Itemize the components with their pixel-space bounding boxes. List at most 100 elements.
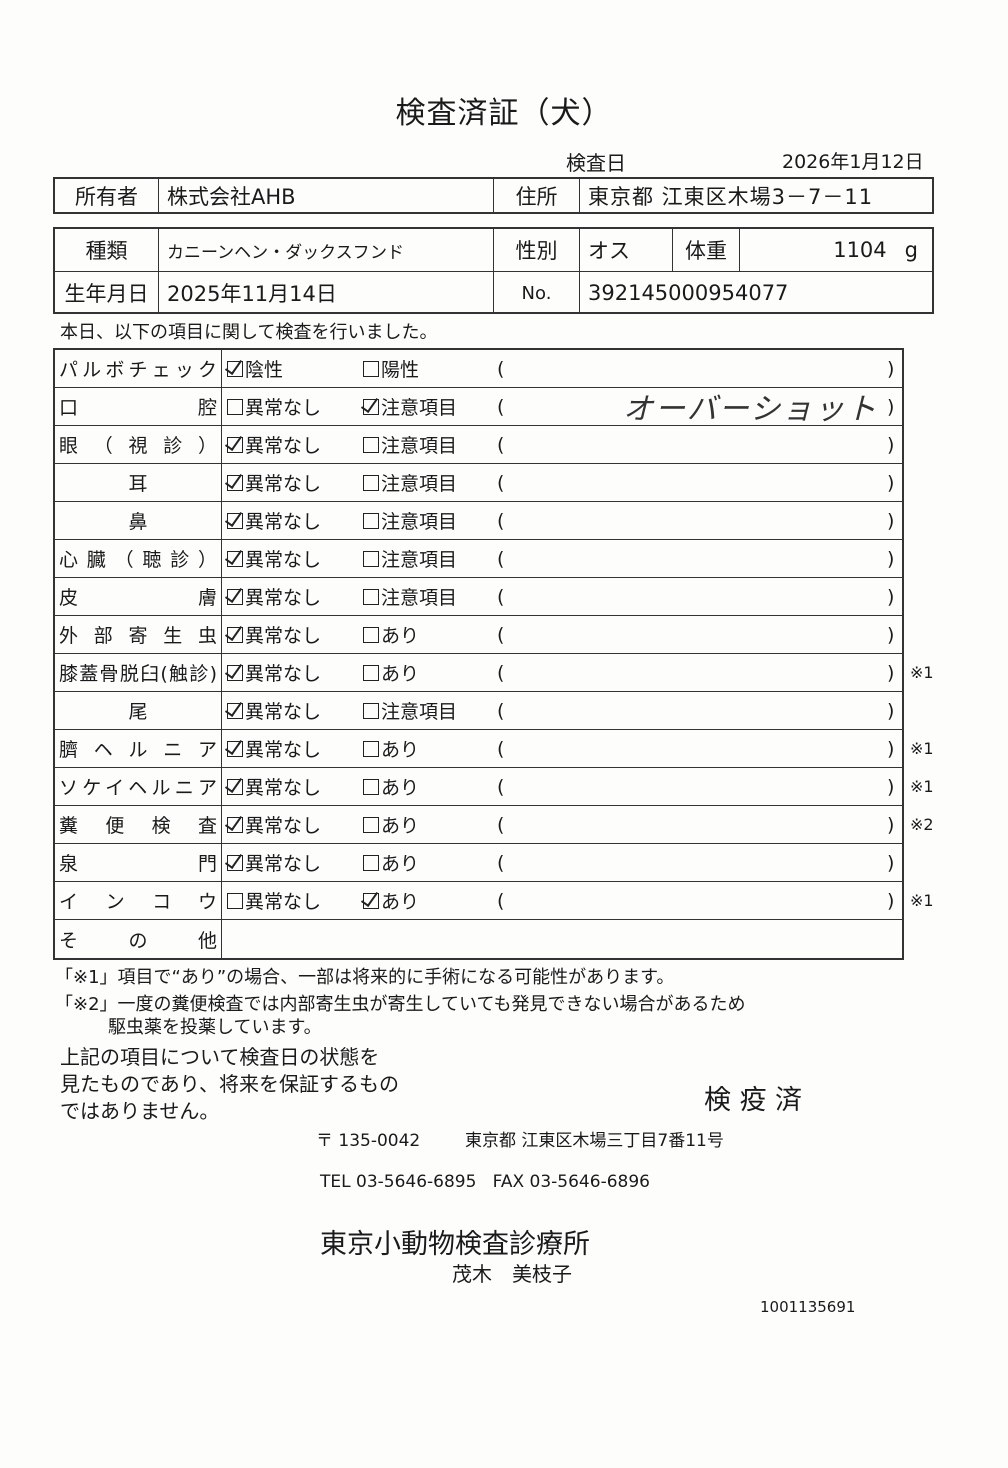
checkbox[interactable] bbox=[227, 740, 243, 757]
checkbox[interactable] bbox=[363, 626, 379, 643]
disclaimer-line: 見たものであり、将来を保証するもの bbox=[60, 1072, 399, 1096]
option-1-label: 異常なし bbox=[245, 815, 322, 837]
checkbox[interactable] bbox=[363, 550, 379, 567]
owner-table: 所有者 株式会社AHB 住所 東京都 江東区木場3－7－11 bbox=[53, 177, 934, 214]
option-1[interactable]: 異常なし bbox=[227, 768, 321, 805]
weight-value: 1104 bbox=[833, 238, 887, 262]
checkbox[interactable] bbox=[363, 398, 379, 415]
option-2[interactable]: 注意項目 bbox=[363, 692, 457, 729]
checkbox[interactable] bbox=[227, 626, 243, 643]
row-label: 膝蓋骨脱臼(触診) bbox=[55, 654, 222, 691]
checkbox[interactable] bbox=[227, 550, 243, 567]
checkbox[interactable] bbox=[363, 854, 379, 871]
checkbox[interactable] bbox=[227, 816, 243, 833]
option-1[interactable]: 異常なし bbox=[227, 844, 321, 881]
option-2[interactable]: あり bbox=[363, 806, 419, 843]
table-row: 尾 異常なし 注意項目 () bbox=[55, 692, 902, 730]
open-paren: ( bbox=[497, 623, 505, 646]
option-1[interactable]: 異常なし bbox=[227, 388, 321, 425]
option-2[interactable]: 注意項目 bbox=[363, 388, 457, 425]
option-2[interactable]: あり bbox=[363, 654, 419, 691]
table-row: 膝蓋骨脱臼(触診) 異常なし あり () ※1 bbox=[55, 654, 934, 692]
option-1[interactable]: 異常なし bbox=[227, 692, 321, 729]
option-1-label: 異常なし bbox=[245, 511, 322, 533]
option-2-label: 注意項目 bbox=[381, 701, 458, 723]
checkbox[interactable] bbox=[363, 512, 379, 529]
option-2[interactable]: 陽性 bbox=[363, 350, 419, 387]
checkbox[interactable] bbox=[363, 816, 379, 833]
option-1[interactable]: 異常なし bbox=[227, 426, 321, 463]
option-2[interactable]: 注意項目 bbox=[363, 540, 457, 577]
table-row: 鼻 異常なし 注意項目 () bbox=[55, 502, 902, 540]
option-1[interactable]: 異常なし bbox=[227, 730, 321, 767]
option-2[interactable]: 注意項目 bbox=[363, 578, 457, 615]
option-1[interactable]: 異常なし bbox=[227, 502, 321, 539]
close-paren: ) bbox=[887, 471, 895, 494]
option-2-label: あり bbox=[381, 815, 420, 837]
checkbox[interactable] bbox=[227, 778, 243, 795]
option-2[interactable]: あり bbox=[363, 768, 419, 805]
checkbox[interactable] bbox=[363, 702, 379, 719]
quarantine-stamp: 検 疫 済 bbox=[704, 1085, 803, 1116]
row-label-text: 口腔 bbox=[59, 397, 217, 419]
option-1-label: 異常なし bbox=[245, 625, 322, 647]
checkbox[interactable] bbox=[363, 892, 379, 909]
disclaimer-line: 上記の項目について検査日の状態を bbox=[60, 1045, 380, 1069]
option-1-label: 異常なし bbox=[245, 473, 322, 495]
checkbox[interactable] bbox=[227, 664, 243, 681]
option-1-label: 異常なし bbox=[245, 435, 322, 457]
option-1[interactable]: 異常なし bbox=[227, 540, 321, 577]
row-label-text: インコウ bbox=[59, 891, 217, 913]
row-label-text: 耳 bbox=[128, 473, 148, 495]
table-row: 泉門 異常なし あり () bbox=[55, 844, 902, 882]
option-1[interactable]: 異常なし bbox=[227, 578, 321, 615]
option-1[interactable]: 異常なし bbox=[227, 464, 321, 501]
checkbox[interactable] bbox=[363, 778, 379, 795]
checkbox[interactable] bbox=[363, 436, 379, 453]
table-row: 心臓（聴診） 異常なし 注意項目 () bbox=[55, 540, 902, 578]
option-2[interactable]: あり bbox=[363, 882, 419, 919]
checkbox[interactable] bbox=[227, 512, 243, 529]
checkbox[interactable] bbox=[227, 892, 243, 909]
option-1[interactable]: 異常なし bbox=[227, 616, 321, 653]
row-label: その他 bbox=[55, 920, 222, 958]
checkbox[interactable] bbox=[227, 474, 243, 491]
option-2[interactable]: 注意項目 bbox=[363, 426, 457, 463]
close-paren: ) bbox=[887, 509, 895, 532]
option-1[interactable]: 異常なし bbox=[227, 806, 321, 843]
clinic-name: 東京小動物検査診療所 bbox=[320, 1229, 590, 1260]
checkbox[interactable] bbox=[227, 588, 243, 605]
document-number: 1001135691 bbox=[760, 1298, 856, 1316]
checkbox[interactable] bbox=[227, 702, 243, 719]
row-label-text: 心臓（聴診） bbox=[59, 549, 217, 571]
exam-date-label: 検査日 bbox=[566, 151, 626, 175]
row-label: 耳 bbox=[55, 464, 222, 501]
option-1[interactable]: 異常なし bbox=[227, 654, 321, 691]
checkbox[interactable] bbox=[363, 474, 379, 491]
option-1[interactable]: 陰性 bbox=[227, 350, 283, 387]
open-paren: ( bbox=[497, 813, 505, 836]
checkbox[interactable] bbox=[227, 360, 243, 377]
checkbox[interactable] bbox=[363, 588, 379, 605]
option-1-label: 異常なし bbox=[245, 853, 322, 875]
footnote-2: 「※2」一度の糞便検査では内部寄生虫が寄生していても発見できない場合があるため bbox=[55, 994, 746, 1015]
checkbox[interactable] bbox=[363, 740, 379, 757]
option-2[interactable]: あり bbox=[363, 844, 419, 881]
remark-mark: ※2 bbox=[910, 815, 934, 834]
option-2[interactable]: あり bbox=[363, 730, 419, 767]
open-paren: ( bbox=[497, 737, 505, 760]
number-value: 392145000954077 bbox=[588, 281, 789, 305]
option-1-label: 異常なし bbox=[245, 891, 322, 913]
option-2[interactable]: 注意項目 bbox=[363, 502, 457, 539]
option-1[interactable]: 異常なし bbox=[227, 882, 321, 919]
close-paren: ) bbox=[887, 661, 895, 684]
checkbox[interactable] bbox=[363, 360, 379, 377]
checkbox[interactable] bbox=[227, 854, 243, 871]
option-1-label: 異常なし bbox=[245, 739, 322, 761]
checkbox[interactable] bbox=[227, 398, 243, 415]
option-2[interactable]: あり bbox=[363, 616, 419, 653]
open-paren: ( bbox=[497, 471, 505, 494]
option-2[interactable]: 注意項目 bbox=[363, 464, 457, 501]
checkbox[interactable] bbox=[363, 664, 379, 681]
checkbox[interactable] bbox=[227, 436, 243, 453]
